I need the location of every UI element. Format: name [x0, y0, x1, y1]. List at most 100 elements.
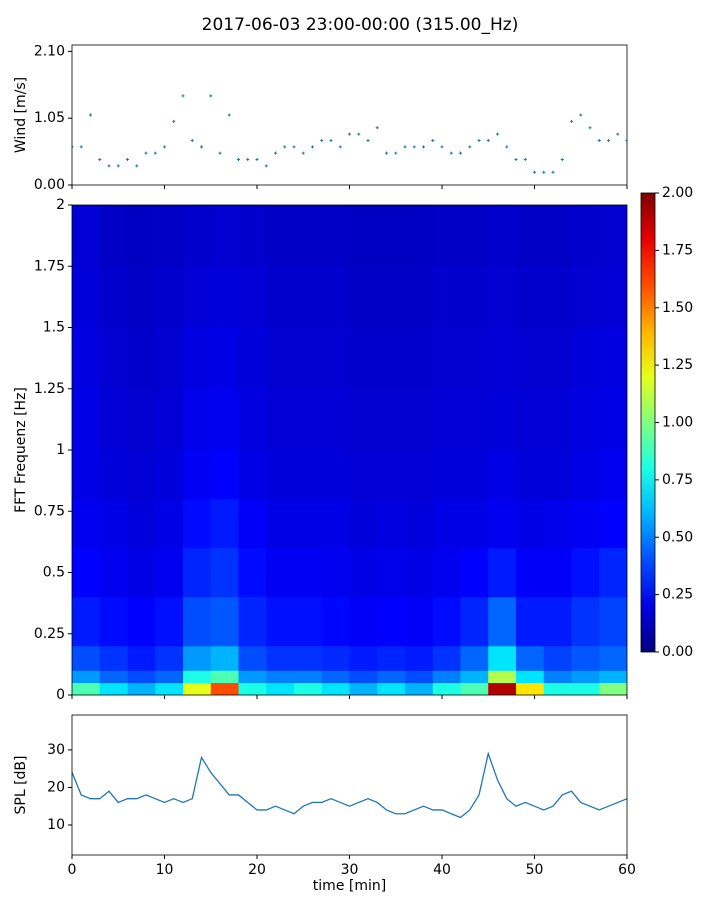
colorbar — [640, 192, 656, 653]
heat-cell — [155, 670, 184, 684]
heat-cell — [460, 499, 489, 549]
wind-point — [505, 145, 509, 149]
heat-cell — [377, 499, 406, 549]
y-axis-label: SPL [dB] — [13, 756, 29, 815]
heat-cell — [488, 388, 517, 451]
heat-cell — [321, 388, 350, 451]
heat-cell — [210, 388, 239, 451]
wind-point — [597, 138, 601, 142]
heat-cell — [460, 597, 489, 647]
heat-cell — [238, 548, 267, 598]
heat-cell — [210, 450, 239, 500]
heat-cell — [266, 682, 295, 695]
wind-point — [394, 151, 398, 155]
heat-cell — [183, 327, 212, 390]
heat-cell — [294, 670, 323, 684]
wind-point — [477, 138, 481, 142]
wind-point — [72, 145, 74, 149]
heat-cell — [377, 597, 406, 647]
y-tick-label: 2 — [56, 197, 65, 213]
heat-cell — [210, 548, 239, 598]
wind-point — [375, 126, 379, 130]
heat-cell — [460, 205, 489, 267]
wind-point — [551, 170, 555, 174]
wind-point — [89, 113, 92, 117]
heat-cell — [599, 327, 627, 390]
wind-point — [79, 145, 83, 149]
wind-point — [468, 145, 472, 149]
heat-cell — [488, 205, 517, 267]
heat-cell — [599, 205, 627, 267]
heat-cell — [99, 205, 128, 267]
heat-cell — [72, 388, 101, 451]
heat-cell — [571, 327, 600, 390]
heat-cell — [599, 682, 627, 695]
heat-cell — [460, 548, 489, 598]
wind-point — [98, 158, 102, 162]
heat-cell — [155, 597, 184, 647]
heat-cell — [127, 388, 156, 451]
wind-point — [264, 164, 268, 168]
colorbar-tick-label: 0.50 — [662, 529, 693, 545]
x-tick-label: 50 — [526, 862, 544, 878]
wind-point — [486, 138, 490, 142]
heat-cell — [266, 646, 295, 671]
wind-point — [616, 132, 620, 136]
axes-frame — [71, 714, 628, 856]
y-tick-label: 30 — [47, 742, 65, 758]
heat-cell — [72, 450, 101, 500]
heat-cell — [349, 670, 378, 684]
x-tick-label: 60 — [618, 862, 636, 878]
heat-cell — [543, 450, 572, 500]
heat-cell — [72, 327, 101, 390]
wind-point — [449, 151, 453, 155]
heat-cell — [349, 682, 378, 695]
wind-point — [357, 132, 361, 136]
y-tick-label: 10 — [47, 817, 65, 833]
heat-cell — [516, 548, 545, 598]
heat-cell — [349, 548, 378, 598]
heat-cell — [99, 388, 128, 451]
heat-cell — [321, 450, 350, 500]
heat-cell — [516, 450, 545, 500]
plot-area — [72, 94, 627, 174]
heat-cell — [460, 670, 489, 684]
heat-cell — [238, 499, 267, 549]
wind-point — [292, 145, 296, 149]
wind-point — [320, 138, 324, 142]
heat-cell — [155, 682, 184, 695]
heat-cell — [210, 205, 239, 267]
wind-point — [625, 138, 627, 142]
heat-cell — [266, 388, 295, 451]
wind-point — [135, 164, 139, 168]
wind-point — [283, 145, 287, 149]
y-tick-label: 1.5 — [43, 320, 65, 336]
heat-cell — [571, 682, 600, 695]
colorbar-tick-label: 2.00 — [662, 185, 693, 201]
y-tick-label: 0 — [56, 687, 65, 703]
y-tick-label: 1.05 — [34, 110, 65, 126]
heat-cell — [183, 499, 212, 549]
heat-cell — [99, 646, 128, 671]
heat-cell — [516, 388, 545, 451]
heat-cell — [405, 548, 434, 598]
heat-cell — [210, 646, 239, 671]
heat-cell — [266, 499, 295, 549]
heat-cell — [432, 548, 461, 598]
heat-cell — [210, 327, 239, 390]
heat-cell — [543, 499, 572, 549]
heat-cell — [460, 646, 489, 671]
heat-cell — [488, 499, 517, 549]
heat-cell — [460, 327, 489, 390]
heat-cell — [321, 499, 350, 549]
heat-cell — [405, 646, 434, 671]
heat-cell — [599, 646, 627, 671]
heat-cell — [155, 388, 184, 451]
wind-point — [163, 145, 166, 149]
heat-cell — [99, 450, 128, 500]
heat-cell — [377, 327, 406, 390]
wind-point — [366, 138, 370, 142]
wind-point — [246, 158, 250, 162]
heat-cell — [516, 682, 545, 695]
heat-cell — [571, 205, 600, 267]
